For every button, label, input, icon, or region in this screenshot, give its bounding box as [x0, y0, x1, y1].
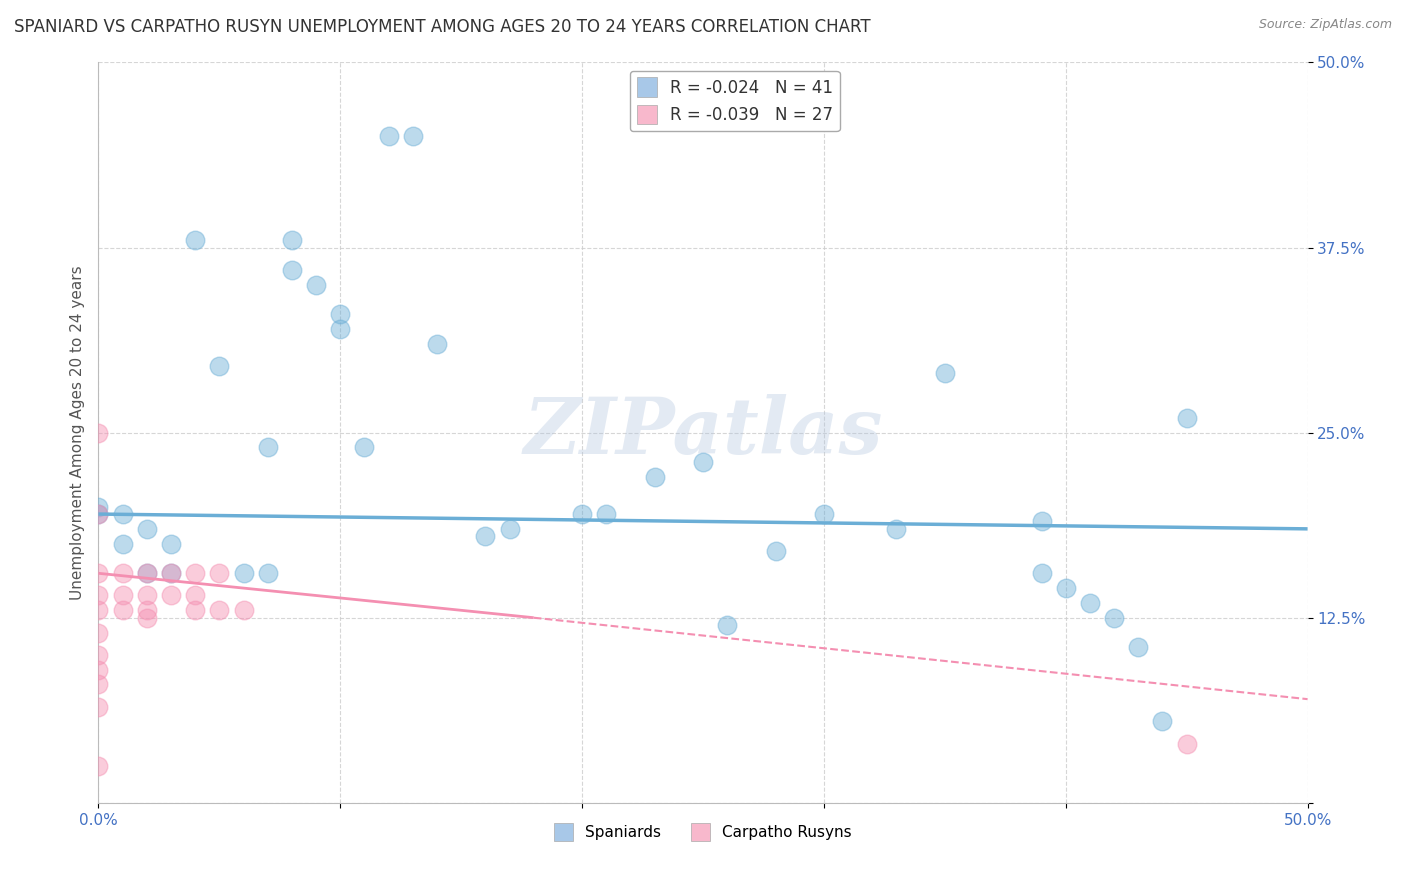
Point — [135, 610, 157, 624]
Point — [1102, 610, 1125, 624]
Point — [426, 336, 449, 351]
Point — [329, 322, 352, 336]
Point — [498, 522, 520, 536]
Point — [1128, 640, 1150, 655]
Point — [256, 566, 278, 581]
Point — [716, 618, 738, 632]
Point — [135, 589, 157, 603]
Point — [111, 589, 134, 603]
Point — [353, 441, 375, 455]
Point — [87, 425, 110, 440]
Point — [934, 367, 956, 381]
Text: SPANIARD VS CARPATHO RUSYN UNEMPLOYMENT AMONG AGES 20 TO 24 YEARS CORRELATION CH: SPANIARD VS CARPATHO RUSYN UNEMPLOYMENT … — [14, 18, 870, 36]
Point — [1152, 714, 1174, 729]
Point — [208, 603, 231, 617]
Point — [644, 470, 666, 484]
Point — [87, 758, 110, 772]
Point — [329, 307, 352, 321]
Point — [813, 507, 835, 521]
Point — [87, 677, 110, 691]
Point — [256, 441, 278, 455]
Point — [184, 589, 207, 603]
Point — [184, 233, 207, 247]
Point — [160, 536, 183, 550]
Point — [135, 566, 157, 581]
Point — [208, 359, 231, 373]
Point — [692, 455, 714, 469]
Point — [160, 566, 183, 581]
Point — [377, 129, 399, 144]
Point — [571, 507, 593, 521]
Point — [1031, 566, 1053, 581]
Point — [281, 262, 304, 277]
Point — [474, 529, 496, 543]
Point — [232, 566, 254, 581]
Point — [135, 566, 157, 581]
Point — [111, 507, 134, 521]
Point — [87, 507, 110, 521]
Point — [402, 129, 425, 144]
Point — [184, 603, 207, 617]
Point — [135, 522, 157, 536]
Text: ZIPatlas: ZIPatlas — [523, 394, 883, 471]
Point — [87, 648, 110, 662]
Point — [135, 603, 157, 617]
Point — [1175, 737, 1198, 751]
Point — [595, 507, 617, 521]
Point — [886, 522, 908, 536]
Point — [184, 566, 207, 581]
Point — [87, 507, 110, 521]
Point — [87, 566, 110, 581]
Point — [765, 544, 787, 558]
Point — [87, 663, 110, 677]
Point — [87, 625, 110, 640]
Point — [160, 566, 183, 581]
Point — [87, 500, 110, 514]
Point — [111, 566, 134, 581]
Point — [1031, 515, 1053, 529]
Y-axis label: Unemployment Among Ages 20 to 24 years: Unemployment Among Ages 20 to 24 years — [69, 265, 84, 600]
Point — [87, 589, 110, 603]
Point — [87, 699, 110, 714]
Point — [87, 603, 110, 617]
Point — [208, 566, 231, 581]
Point — [111, 536, 134, 550]
Point — [281, 233, 304, 247]
Point — [160, 589, 183, 603]
Point — [305, 277, 328, 292]
Text: Source: ZipAtlas.com: Source: ZipAtlas.com — [1258, 18, 1392, 31]
Point — [1054, 581, 1077, 595]
Point — [111, 603, 134, 617]
Legend: Spaniards, Carpatho Rusyns: Spaniards, Carpatho Rusyns — [548, 817, 858, 847]
Point — [232, 603, 254, 617]
Point — [1078, 596, 1101, 610]
Point — [1175, 410, 1198, 425]
